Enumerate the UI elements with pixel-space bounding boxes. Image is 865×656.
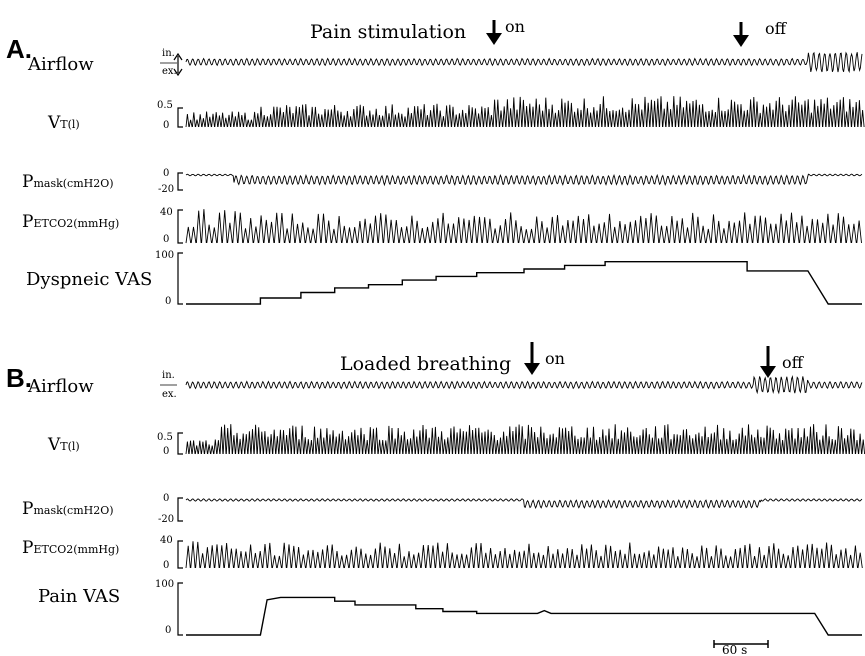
panel-b-on-label: on: [545, 349, 565, 368]
panel-a-pmask-label: Pmask(cmH2O): [22, 172, 114, 192]
panel-a-pmask-tick-lo: -20: [158, 184, 174, 195]
panel-a-petco2-tick-hi: 40: [160, 207, 173, 218]
panel-b-petco2-tick-hi: 40: [160, 535, 173, 546]
panel-a-vt-trace: [185, 96, 865, 128]
panel-a-vas-bracket: [177, 252, 183, 305]
panel-b-off-label: off: [782, 353, 805, 372]
panel-b-on-arrow-head: [524, 363, 540, 375]
panel-b-petco2-bracket: [177, 540, 183, 569]
panel-b-pmask-bracket: [177, 497, 183, 522]
panel-a-airflow-trace: [185, 51, 863, 74]
panel-a-vt-bracket: [177, 107, 183, 128]
trace-layer: [160, 20, 865, 648]
panel-b-airflow-ex: ex.: [162, 389, 177, 400]
panel-a-vt-label: VT(l): [47, 113, 80, 133]
panel-b-stimulus-label: Loaded breathing: [340, 353, 511, 375]
panel-b-petco2-trace: [185, 541, 863, 569]
panel-b-pmask-tick-lo: -20: [158, 514, 174, 525]
panel-a-vas-trace: [186, 261, 862, 305]
panel-b-pmask-trace: [185, 498, 863, 510]
panel-a-petco2-label: PETCO2(mmHg): [22, 212, 119, 232]
panel-a-on-label: on: [505, 17, 525, 36]
scale-bar-label: 60 s: [722, 643, 747, 656]
panel-a-vt-tick-lo: 0: [163, 120, 169, 131]
panel-a-pmask-tick-hi: 0: [163, 168, 169, 179]
panel-b-vas-trace: [186, 596, 862, 636]
panel-a-vas-tick-hi: 100: [155, 250, 174, 261]
panel-a-vas-tick-lo: 0: [165, 296, 171, 307]
panel-a-stimulus-label: Pain stimulation: [310, 21, 466, 43]
panel-b-petco2-tick-lo: 0: [163, 560, 169, 571]
panel-b-vt-tick-lo: 0: [163, 446, 169, 457]
panel-b-pmask-tick-hi: 0: [163, 493, 169, 504]
scale-bar: [713, 640, 769, 648]
panel-a-airflow-in: in.: [162, 48, 175, 59]
panel-a-petco2-trace: [185, 209, 862, 244]
panel-b-vas-tick-lo: 0: [165, 625, 171, 636]
panel-b-vas-label: Pain VAS: [38, 586, 120, 607]
panel-a-label: A.: [6, 34, 32, 64]
panel-b-label: B.: [6, 363, 32, 393]
panel-a-airflow-ex: ex.: [162, 66, 177, 77]
panel-a-off-label: off: [765, 19, 788, 38]
panel-b-airflow-label: Airflow: [27, 376, 94, 397]
panel-b-airflow-in: in.: [162, 370, 175, 381]
panel-b-vt-tick-hi: 0.5: [157, 432, 173, 443]
panel-b-pmask-label: Pmask(cmH2O): [22, 499, 114, 519]
panel-a-pmask-bracket: [177, 172, 183, 191]
panel-b-vt-label: VT(l): [47, 435, 80, 455]
panel-b-vas-bracket: [177, 582, 183, 636]
panel-b-vt-trace: [185, 424, 865, 455]
panel-a-airflow-arrow-icon: [173, 52, 183, 77]
panel-a-airflow-label: Airflow: [27, 54, 94, 75]
panel-a-petco2-bracket: [177, 209, 183, 244]
panel-a-off-arrow-head: [733, 35, 749, 47]
panel-b-vt-bracket: [177, 432, 183, 455]
panel-b-off-arrow-head: [760, 366, 776, 378]
panel-b-airflow-trace: [185, 374, 863, 395]
panel-a-pmask-trace: [185, 173, 863, 187]
panel-a-on-arrow-head: [486, 33, 502, 45]
panel-a-petco2-tick-lo: 0: [163, 234, 169, 245]
panel-a-vt-tick-hi: 0.5: [157, 100, 173, 111]
panel-b-petco2-label: PETCO2(mmHg): [22, 538, 119, 558]
panel-a-vas-label: Dyspneic VAS: [26, 269, 152, 290]
panel-b-vas-tick-hi: 100: [155, 579, 174, 590]
